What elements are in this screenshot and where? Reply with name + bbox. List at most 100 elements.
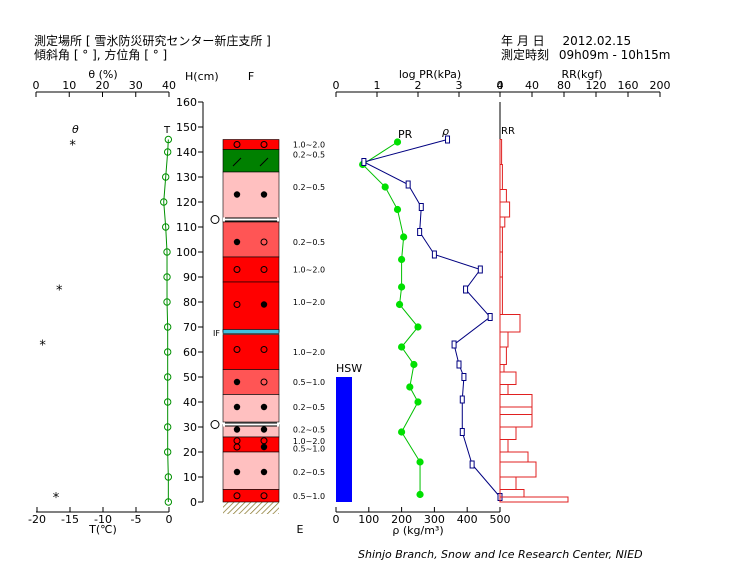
temperature-point [162, 223, 170, 231]
theta-point: * [69, 139, 76, 154]
rr-step [499, 331, 509, 348]
density-point [459, 428, 465, 436]
theta-point: * [39, 339, 46, 354]
rr-step [499, 251, 503, 278]
density-point [469, 460, 475, 469]
pr-series-label: PR [398, 128, 413, 141]
pr-point [410, 360, 418, 369]
grain-size-label: 1.0~2.0 [293, 266, 325, 275]
boundary-gap [223, 422, 279, 427]
snow-layer [222, 451, 280, 490]
snow-layer [222, 149, 280, 173]
pr-tick-label: 2 [415, 79, 422, 92]
grain-shape-symbol [233, 266, 241, 273]
height-tick-label: 30 [183, 421, 197, 434]
stratigraphy-bottom-label: E [297, 523, 304, 536]
height-tick-label: 10 [183, 471, 197, 484]
theta-tick-label: 30 [129, 79, 143, 92]
theta-point: * [53, 491, 60, 506]
rr-step [499, 371, 517, 385]
pr-point [393, 138, 402, 146]
rr-step [499, 451, 529, 463]
grain-shape-symbol [260, 492, 268, 500]
density-point [456, 360, 462, 369]
rr-step [499, 201, 511, 218]
grain-shape-symbol [233, 346, 241, 353]
rr-series-label: RR [501, 126, 515, 137]
location-value: [ 雪氷防災研究センター新庄支所 ] [85, 34, 271, 48]
density-point [418, 203, 424, 211]
pr-point [395, 300, 404, 309]
snow-layer [222, 334, 280, 370]
grain-shape-symbol [233, 238, 241, 246]
pr-axis-title: log PR(kPa) [399, 68, 461, 81]
grain-size-label: 0.5~1.0 [293, 444, 325, 453]
snow-layer [222, 489, 280, 503]
pr-point [400, 233, 408, 241]
grain-shape-symbol [232, 157, 242, 167]
rr-step [499, 476, 517, 490]
temperature-point [163, 248, 171, 256]
snow-layer [222, 394, 280, 423]
grain-shape-symbol [260, 301, 268, 308]
grain-size-label: 1.0~2.0 [293, 298, 325, 307]
temperature-point [163, 348, 172, 356]
grain-shape-symbol [233, 301, 241, 308]
density-point [459, 395, 465, 404]
rr-tick-label: 120 [586, 79, 607, 92]
density-point [431, 250, 437, 259]
date-line: 年 月 日 2012.02.15 [501, 32, 631, 49]
pr-tick-label: 3 [456, 79, 463, 92]
temperature-point [163, 398, 172, 406]
grain-shape-symbol [233, 141, 241, 148]
location-label: 測定場所 [34, 34, 83, 48]
theta-series-label: θ [72, 123, 79, 136]
temperature-point [163, 148, 172, 156]
pr-point [406, 383, 414, 391]
boundary-marker [210, 420, 220, 429]
height-tick-label: 50 [183, 371, 197, 384]
temperature-line [163, 139, 169, 502]
time-label: 測定時刻 [501, 48, 550, 62]
grain-shape-symbol [260, 426, 268, 433]
grain-shape-symbol [233, 492, 241, 500]
grain-shape-symbol [260, 141, 268, 148]
density-tick-label: 200 [391, 513, 412, 526]
height-tick-label: 70 [183, 321, 197, 334]
grain-shape-symbol [260, 378, 268, 386]
rr-step [499, 406, 533, 415]
rr-step [499, 139, 503, 165]
hsw-bar [336, 377, 352, 502]
rr-step [499, 164, 503, 190]
stratigraphy-title: F [248, 70, 254, 83]
time-value: 09h09m - 10h15m [558, 48, 671, 62]
grain-shape-symbol [233, 191, 241, 198]
rr-step [499, 496, 569, 503]
temperature-point [160, 198, 168, 206]
rr-step [499, 461, 537, 478]
grain-shape-symbol [233, 378, 241, 386]
grain-shape-symbol [260, 238, 268, 246]
snow-layer [222, 436, 280, 453]
snow-layer [222, 221, 280, 258]
grain-size-label: 0.5~1.0 [293, 492, 325, 501]
grain-shape-symbol [233, 443, 241, 451]
theta-tick-label: 40 [162, 79, 176, 92]
height-tick-label: 120 [176, 196, 197, 209]
pr-point [398, 343, 406, 351]
theta-tick-label: 20 [96, 79, 110, 92]
snow-layer [222, 281, 280, 333]
density-point [477, 265, 483, 274]
pr-point [398, 283, 406, 291]
rr-axis-title: RR(kgf) [561, 68, 602, 81]
rr-step [499, 346, 507, 365]
grain-shape-symbol [260, 443, 268, 451]
interface-band [222, 329, 280, 334]
density-tick-label: 300 [424, 513, 445, 526]
time-line: 測定時刻 09h09m - 10h15m [501, 46, 670, 63]
density-tick-label: 500 [490, 513, 511, 526]
density-axis-title: ρ (kg/m³) [392, 524, 443, 537]
rr-tick-label: 0 [497, 79, 504, 92]
temperature-point [164, 473, 173, 481]
